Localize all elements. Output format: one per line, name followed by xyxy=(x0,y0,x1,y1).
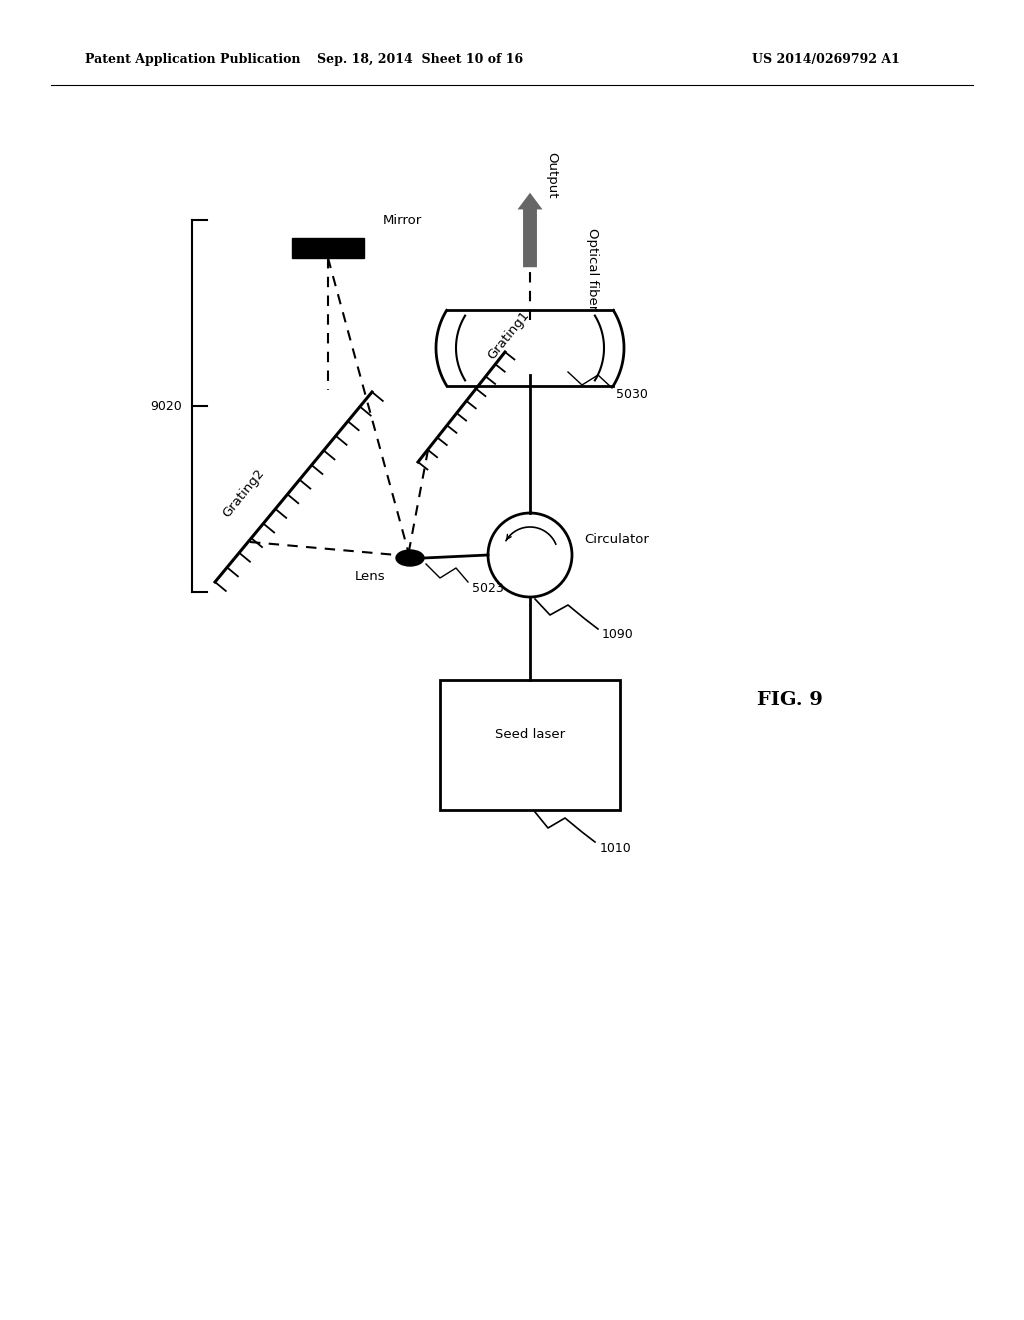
Text: Output: Output xyxy=(545,152,558,198)
Text: 1090: 1090 xyxy=(602,628,634,642)
Text: Circulator: Circulator xyxy=(584,533,649,546)
Text: US 2014/0269792 A1: US 2014/0269792 A1 xyxy=(752,54,900,66)
Text: Optical fiber: Optical fiber xyxy=(586,228,598,310)
Text: 1010: 1010 xyxy=(600,842,632,854)
Text: Lens: Lens xyxy=(355,569,386,582)
Bar xyxy=(440,680,620,810)
Text: 5023: 5023 xyxy=(472,582,504,594)
FancyArrowPatch shape xyxy=(517,193,543,267)
Text: Patent Application Publication: Patent Application Publication xyxy=(85,54,300,66)
Text: Mirror: Mirror xyxy=(383,214,422,227)
Text: FIG. 9: FIG. 9 xyxy=(757,690,823,709)
Text: Sep. 18, 2014  Sheet 10 of 16: Sep. 18, 2014 Sheet 10 of 16 xyxy=(317,54,523,66)
Text: Seed laser: Seed laser xyxy=(495,729,565,742)
Text: Grating1: Grating1 xyxy=(485,309,531,362)
Text: 5030: 5030 xyxy=(616,388,648,401)
Text: 9020: 9020 xyxy=(151,400,182,412)
Circle shape xyxy=(488,513,572,597)
Bar xyxy=(292,238,364,257)
Text: Grating2: Grating2 xyxy=(220,466,267,520)
Ellipse shape xyxy=(396,550,424,566)
